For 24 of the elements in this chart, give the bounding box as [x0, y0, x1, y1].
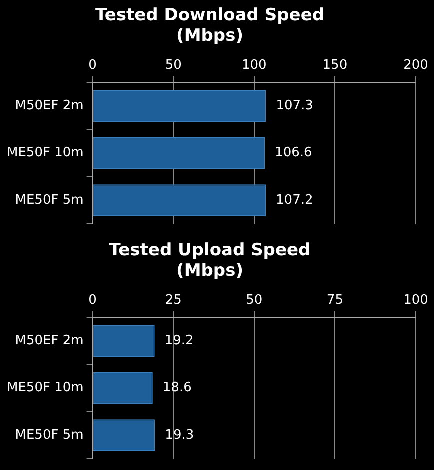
- data-label: 107.3: [276, 98, 314, 114]
- chart-title: Tested Upload Speed (Mbps): [109, 240, 311, 282]
- x-tick-label: 75: [326, 292, 344, 308]
- x-tick-label: 100: [242, 58, 267, 73]
- x-tick-label: 25: [165, 292, 182, 308]
- y-tick-label: M50EF 2m: [15, 333, 84, 348]
- y-tick-label: ME50F 10m: [6, 380, 84, 396]
- data-label: 18.6: [162, 380, 192, 396]
- data-label: 19.2: [164, 333, 194, 348]
- x-tick-label: 100: [404, 292, 428, 308]
- y-tick-label: M50EF 2m: [15, 98, 84, 114]
- data-label: 19.3: [165, 428, 194, 443]
- x-tick-label: 0: [88, 58, 97, 73]
- x-tick-label: 150: [322, 58, 348, 73]
- data-label: 106.6: [275, 146, 312, 161]
- chart-title: Tested Download Speed (Mbps): [95, 6, 325, 46]
- y-tick-label: ME50F 10m: [6, 146, 84, 161]
- x-tick-label: 50: [246, 292, 263, 308]
- y-tick-label: ME50F 5m: [15, 428, 84, 443]
- y-tick-label: ME50F 5m: [15, 192, 84, 208]
- data-label: 107.2: [276, 192, 314, 208]
- x-tick-label: 200: [404, 58, 428, 73]
- x-tick-label: 0: [88, 292, 97, 308]
- x-tick-label: 50: [165, 58, 182, 73]
